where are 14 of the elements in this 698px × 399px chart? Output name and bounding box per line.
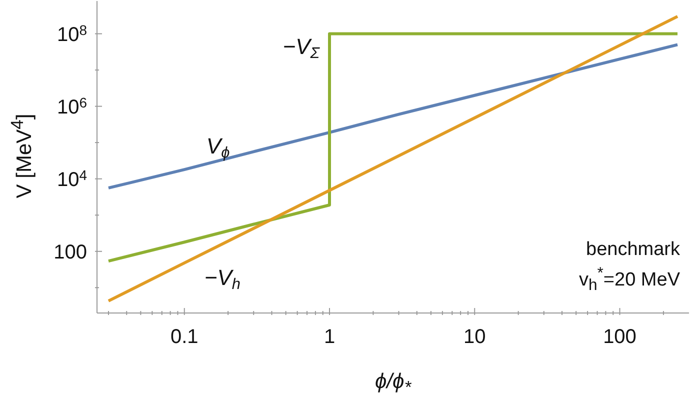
series-label: V$_{ϕ}$ [206,134,230,162]
annotation: benchmark [585,238,680,262]
annotation: v$_{h}$$^{*}$=20 MeV [578,264,680,296]
y-tick-label: 100 [54,241,87,264]
series-label: −V$_{Σ}$ [282,34,320,62]
x-tick-label: 10 [464,326,486,348]
series-label: −V$_{h}$ [204,264,240,293]
x-tick-label: 0.1 [170,326,198,348]
x-tick-label: 1 [324,326,336,348]
y-tick-label: 10$^{8}$ [56,21,88,46]
x-axis-title: ϕ/ϕ$_{*}$ [374,370,412,398]
x-tick-label: 100 [603,326,636,348]
y-tick-label: 10$^{6}$ [56,94,88,118]
y-tick-label: 10$^{4}$ [56,166,88,191]
